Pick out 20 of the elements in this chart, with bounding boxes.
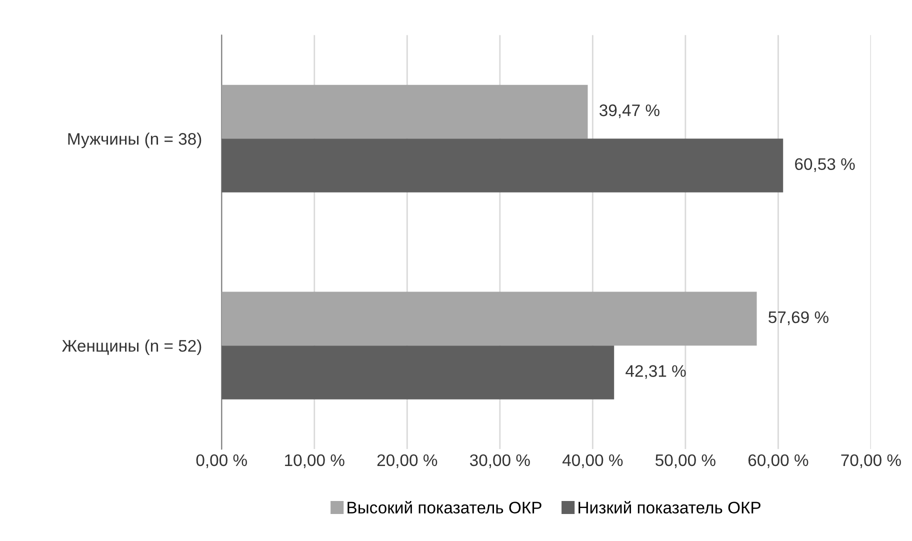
x-tick-label: 0,00 %	[196, 454, 247, 468]
x-tick-label: 40,00 %	[562, 454, 623, 468]
x-tick-label: 50,00 %	[656, 454, 716, 468]
y-tick-label: Мужчины (n = 38)	[68, 132, 202, 148]
bar	[222, 346, 614, 400]
y-tick-label: Женщины (n = 52)	[62, 340, 202, 356]
x-tick-label: 20,00 %	[377, 454, 438, 468]
legend-label: Высокий показатель ОКР	[348, 500, 542, 514]
data-label: 42,31 %	[626, 365, 686, 379]
data-label: 39,47 %	[600, 104, 660, 118]
data-label: 60,53 %	[795, 158, 855, 172]
bar	[222, 292, 757, 346]
bar	[222, 138, 784, 192]
data-label: 57,69 %	[768, 311, 828, 326]
bar	[222, 84, 588, 139]
x-tick-label: 60,00 %	[748, 454, 808, 468]
x-tick-label: 70,00 %	[841, 454, 901, 468]
legend-label: Низкий показатель ОКР	[578, 500, 760, 514]
x-tick-label: 30,00 %	[470, 454, 530, 468]
x-tick-label: 10,00 %	[285, 454, 344, 468]
